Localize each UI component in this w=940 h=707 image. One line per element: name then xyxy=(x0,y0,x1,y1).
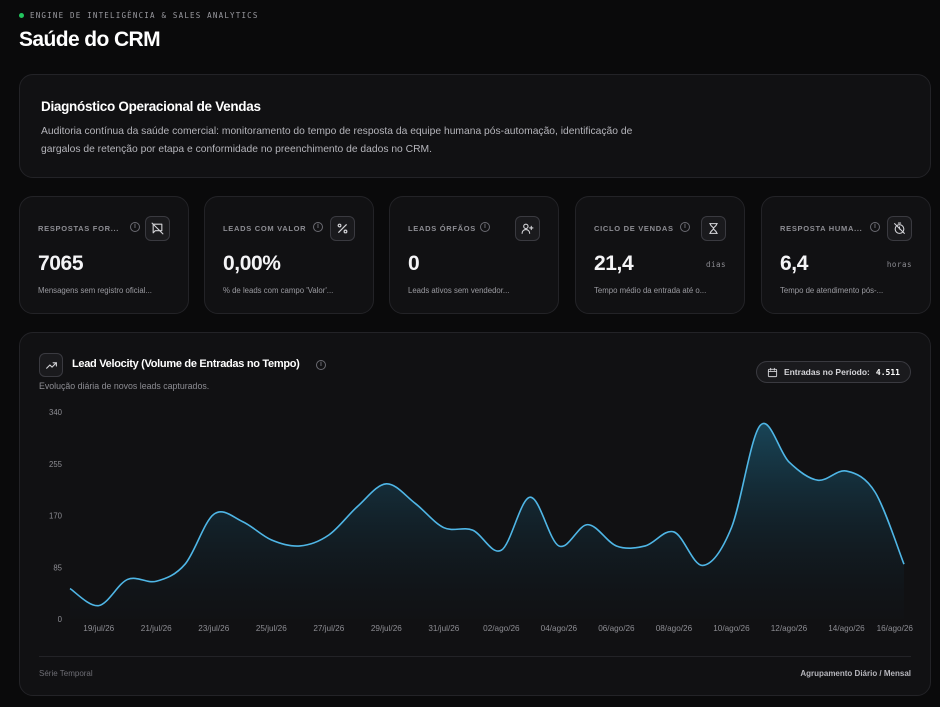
y-tick-label: 170 xyxy=(49,512,63,521)
x-tick-label: 10/ago/26 xyxy=(713,624,750,633)
kpi-value: 0,00% xyxy=(223,252,281,275)
info-icon[interactable]: i xyxy=(480,222,490,232)
eyebrow: ENGINE DE INTELIGÊNCIA & SALES ANALYTICS xyxy=(19,11,259,20)
x-tick-label: 31/jul/26 xyxy=(428,624,459,633)
kpi-value: 0 xyxy=(408,252,420,275)
diagnostic-title: Diagnóstico Operacional de Vendas xyxy=(41,99,261,114)
y-tick-label: 85 xyxy=(53,563,62,572)
x-tick-label: 04/ago/26 xyxy=(541,624,578,633)
x-tick-label: 27/jul/26 xyxy=(313,624,344,633)
kpi-label: RESPOSTAS FOR... xyxy=(38,224,120,233)
kpi-label: LEADS ÓRFÃOS xyxy=(408,224,476,233)
kpi-unit: dias xyxy=(705,260,726,269)
kpi-label: LEADS COM VALOR xyxy=(223,224,307,233)
info-icon[interactable]: i xyxy=(870,222,880,232)
y-tick-label: 255 xyxy=(49,460,63,469)
kpi-card-leads-orfaos[interactable]: LEADS ÓRFÃOS i 0 Leads ativos sem vended… xyxy=(389,196,559,314)
kpi-card-leads-valor[interactable]: LEADS COM VALOR i 0,00% % de leads com c… xyxy=(204,196,374,314)
kpi-description: % de leads com campo 'Valor'... xyxy=(223,286,334,295)
kpi-card-respostas[interactable]: RESPOSTAS FOR... i 7065 Mensagens sem re… xyxy=(19,196,189,314)
kpi-card-ciclo-vendas[interactable]: CICLO DE VENDAS i 21,4 dias Tempo médio … xyxy=(575,196,745,314)
kpi-description: Leads ativos sem vendedor... xyxy=(408,286,510,295)
x-tick-label: 12/ago/26 xyxy=(771,624,808,633)
divider xyxy=(39,656,911,657)
chart-title: Lead Velocity (Volume de Entradas no Tem… xyxy=(72,358,300,370)
lead-velocity-chart: 0 85 170 255 340 19/jul/26 21/jul/26 23/jul/26… xyxy=(49,408,914,633)
chart-subtitle: Evolução diária de novos leads capturado… xyxy=(39,381,210,391)
pill-label: Entradas no Período: xyxy=(783,367,870,377)
kpi-label: RESPOSTA HUMA... xyxy=(780,224,863,233)
page-title: Saúde do CRM xyxy=(19,28,161,51)
kpi-description: Tempo médio da entrada até o... xyxy=(594,286,707,295)
kpi-unit: horas xyxy=(886,260,912,269)
user-plus-icon xyxy=(515,216,540,241)
calendar-icon xyxy=(767,367,778,377)
x-tick-label: 06/ago/26 xyxy=(598,624,635,633)
y-tick-label: 0 xyxy=(58,615,63,624)
timer-off-icon xyxy=(887,216,912,241)
kpi-description: Tempo de atendimento pós-... xyxy=(780,286,884,295)
x-tick-label: 14/ago/26 xyxy=(828,624,865,633)
area-fill xyxy=(70,423,904,619)
info-icon[interactable]: i xyxy=(680,222,690,232)
footer-left: Série Temporal xyxy=(39,669,93,678)
kpi-value: 21,4 xyxy=(594,252,634,275)
info-icon[interactable]: i xyxy=(130,222,140,232)
message-off-icon xyxy=(145,216,170,241)
kpi-description: Mensagens sem registro oficial... xyxy=(38,286,152,295)
x-tick-label: 16/ago/26 xyxy=(877,624,914,633)
diagnostic-description: Auditoria contínua da saúde comercial: m… xyxy=(41,126,633,155)
status-dot xyxy=(19,13,24,18)
x-tick-label: 21/jul/26 xyxy=(141,624,172,633)
kpi-value: 6,4 xyxy=(780,252,808,275)
eyebrow-text: ENGINE DE INTELIGÊNCIA & SALES ANALYTICS xyxy=(30,11,259,20)
x-tick-label: 29/jul/26 xyxy=(371,624,402,633)
lead-velocity-card: Lead Velocity (Volume de Entradas no Tem… xyxy=(19,332,931,696)
kpi-value: 7065 xyxy=(38,252,84,275)
x-tick-label: 25/jul/26 xyxy=(256,624,287,633)
info-icon[interactable]: i xyxy=(316,360,326,370)
hourglass-icon xyxy=(701,216,726,241)
diagnostic-card: Diagnóstico Operacional de Vendas Audito… xyxy=(19,74,931,178)
series-line xyxy=(69,422,905,607)
kpi-card-resposta-humana[interactable]: RESPOSTA HUMA... i 6,4 horas Tempo de at… xyxy=(761,196,931,314)
x-tick-label: 02/ago/26 xyxy=(483,624,520,633)
trending-up-icon xyxy=(39,353,63,377)
x-tick-label: 23/jul/26 xyxy=(198,624,229,633)
x-tick-label: 19/jul/26 xyxy=(83,624,114,633)
kpi-label: CICLO DE VENDAS xyxy=(594,224,674,233)
info-icon[interactable]: i xyxy=(313,222,323,232)
footer-right: Agrupamento Diário / Mensal xyxy=(800,669,911,678)
y-tick-label: 340 xyxy=(49,408,63,417)
x-tick-label: 08/ago/26 xyxy=(656,624,693,633)
period-entries-pill[interactable]: Entradas no Período: 4.511 xyxy=(755,361,911,383)
percent-icon xyxy=(330,216,355,241)
pill-value: 4.511 xyxy=(875,367,900,377)
